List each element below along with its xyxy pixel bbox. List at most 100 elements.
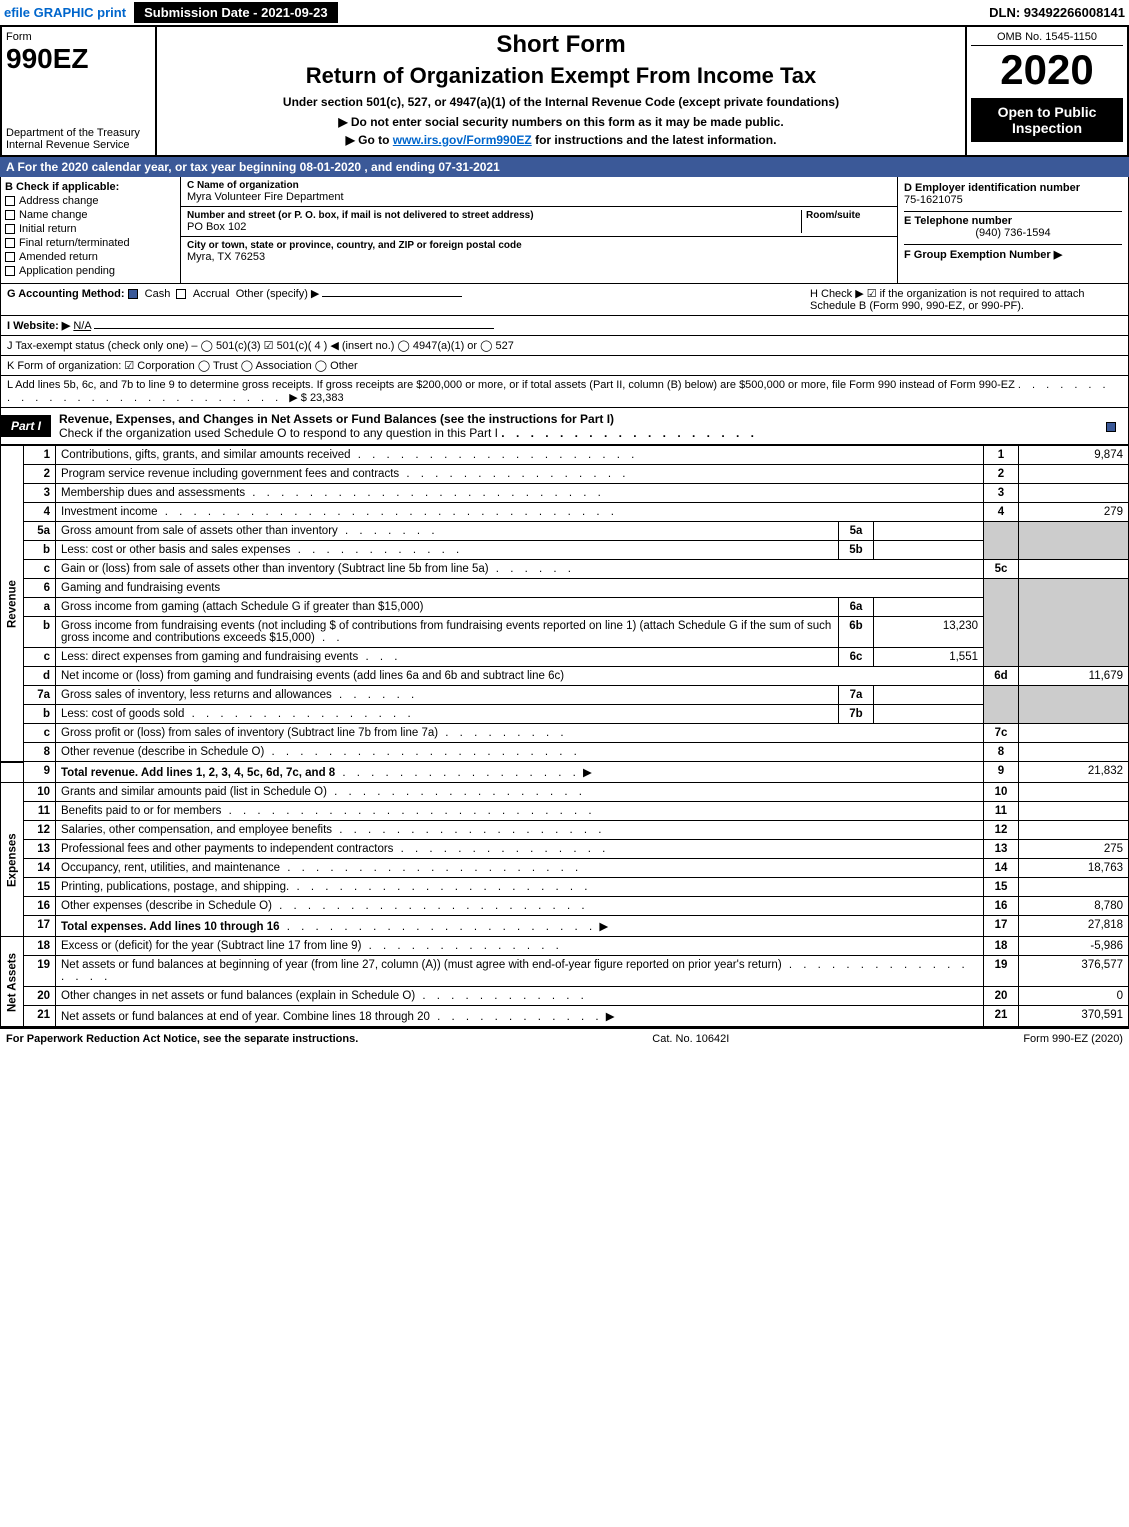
paperwork-notice: For Paperwork Reduction Act Notice, see … (6, 1033, 358, 1045)
line-l-text: L Add lines 5b, 6c, and 7b to line 9 to … (7, 379, 1015, 391)
ln11-num: 11 (24, 802, 56, 821)
ln6a-mv (874, 598, 984, 617)
checkbox-name-change[interactable] (5, 210, 15, 220)
checkbox-amended-return[interactable] (5, 252, 15, 262)
ln1-rn: 1 (984, 446, 1019, 465)
checkbox-accrual[interactable] (176, 289, 186, 299)
submission-date-box: Submission Date - 2021-09-23 (134, 2, 338, 23)
line-l: L Add lines 5b, 6c, and 7b to line 9 to … (0, 376, 1129, 408)
ln17-rv: 27,818 (1019, 916, 1129, 937)
line-h-text: H Check ▶ ☑ if the organization is not r… (802, 287, 1122, 312)
checkbox-schedule-o-part1[interactable] (1106, 422, 1116, 432)
dln-label: DLN: 93492266008141 (989, 5, 1125, 20)
ln12-rv (1019, 821, 1129, 840)
group-exemption-label: F Group Exemption Number ▶ (904, 248, 1122, 261)
ln6-desc: Gaming and fundraising events (56, 579, 984, 598)
ln7a-mv (874, 686, 984, 705)
ln14-num: 14 (24, 859, 56, 878)
ln17-num: 17 (24, 916, 56, 937)
part1-title: Revenue, Expenses, and Changes in Net As… (59, 412, 614, 426)
ln19-rv: 376,577 (1019, 956, 1129, 987)
col-c-org-info: C Name of organization Myra Volunteer Fi… (181, 177, 898, 283)
label-initial-return: Initial return (19, 223, 76, 235)
ln6b-mn: 6b (839, 617, 874, 648)
ln1-desc: Contributions, gifts, grants, and simila… (61, 449, 351, 461)
ln6d-rn: 6d (984, 667, 1019, 686)
ln6a-mn: 6a (839, 598, 874, 617)
ln6-num: 6 (24, 579, 56, 598)
ln1-rv: 9,874 (1019, 446, 1129, 465)
checkbox-address-change[interactable] (5, 196, 15, 206)
ln18-rn: 18 (984, 937, 1019, 956)
checkbox-application-pending[interactable] (5, 266, 15, 276)
ln20-num: 20 (24, 987, 56, 1006)
form-of-org: K Form of organization: ☑ Corporation ◯ … (7, 359, 1122, 372)
ln20-rv: 0 (1019, 987, 1129, 1006)
street-label: Number and street (or P. O. box, if mail… (187, 210, 801, 221)
phone-value: (940) 736-1594 (904, 227, 1122, 239)
phone-label: E Telephone number (904, 215, 1122, 227)
goto-instruction: ▶ Go to www.irs.gov/Form990EZ for instru… (165, 133, 957, 147)
checkbox-final-return[interactable] (5, 238, 15, 248)
col-b-checkboxes: B Check if applicable: Address change Na… (1, 177, 181, 283)
ln5a-desc: Gross amount from sale of assets other t… (61, 525, 338, 537)
irs-link[interactable]: www.irs.gov/Form990EZ (393, 133, 532, 147)
checkbox-initial-return[interactable] (5, 224, 15, 234)
ln12-rn: 12 (984, 821, 1019, 840)
part1-label: Part I (1, 415, 51, 437)
section-a-bar: A For the 2020 calendar year, or tax yea… (0, 157, 1129, 177)
website-value: N/A (73, 320, 91, 332)
ln16-desc: Other expenses (describe in Schedule O) (61, 900, 272, 912)
ln8-rn: 8 (984, 743, 1019, 762)
ln16-rv: 8,780 (1019, 897, 1129, 916)
form-header: Form 990EZ Department of the Treasury In… (0, 25, 1129, 157)
ln12-num: 12 (24, 821, 56, 840)
city-value: Myra, TX 76253 (187, 251, 891, 263)
part1-check-text: Check if the organization used Schedule … (59, 426, 498, 440)
ln13-rv: 275 (1019, 840, 1129, 859)
label-address-change: Address change (19, 195, 99, 207)
ln17-desc: Total expenses. Add lines 10 through 16 (61, 921, 280, 933)
ln4-desc: Investment income (61, 506, 158, 518)
ln6a-desc: Gross income from gaming (attach Schedul… (56, 598, 839, 617)
efile-print-link[interactable]: efile GRAPHIC print (4, 5, 126, 20)
ssn-warning: ▶ Do not enter social security numbers o… (165, 115, 957, 129)
ln21-desc: Net assets or fund balances at end of ye… (61, 1011, 430, 1023)
ln7b-desc: Less: cost of goods sold (61, 708, 184, 720)
ln14-rn: 14 (984, 859, 1019, 878)
ln5b-num: b (24, 541, 56, 560)
tax-exempt-status: J Tax-exempt status (check only one) – ◯… (7, 339, 1122, 352)
ln16-rn: 16 (984, 897, 1019, 916)
ln15-num: 15 (24, 878, 56, 897)
ln5c-rn: 5c (984, 560, 1019, 579)
ln2-desc: Program service revenue including govern… (61, 468, 399, 480)
ln19-rn: 19 (984, 956, 1019, 987)
ln5a-mv (874, 522, 984, 541)
ln5a-mn: 5a (839, 522, 874, 541)
irs-label: Internal Revenue Service (6, 139, 151, 151)
part1-header: Part I Revenue, Expenses, and Changes in… (0, 408, 1129, 445)
ln7a-desc: Gross sales of inventory, less returns a… (61, 689, 332, 701)
ln9-desc: Total revenue. Add lines 1, 2, 3, 4, 5c,… (61, 767, 335, 779)
checkbox-cash[interactable] (128, 289, 138, 299)
label-name-change: Name change (19, 209, 88, 221)
ln4-num: 4 (24, 503, 56, 522)
netassets-side-label: Net Assets (1, 937, 24, 1027)
org-name: Myra Volunteer Fire Department (187, 191, 891, 203)
ln15-rn: 15 (984, 878, 1019, 897)
ln6d-rv: 11,679 (1019, 667, 1129, 686)
ln7b-mv (874, 705, 984, 724)
ln5c-num: c (24, 560, 56, 579)
ln7c-rn: 7c (984, 724, 1019, 743)
ln13-rn: 13 (984, 840, 1019, 859)
ln2-num: 2 (24, 465, 56, 484)
ln9-num: 9 (24, 762, 56, 783)
ln6c-num: c (24, 648, 56, 667)
form-word: Form (6, 31, 151, 43)
page-footer: For Paperwork Reduction Act Notice, see … (0, 1027, 1129, 1049)
ln18-num: 18 (24, 937, 56, 956)
ln9-rn: 9 (984, 762, 1019, 783)
ln19-desc: Net assets or fund balances at beginning… (61, 959, 782, 971)
ln12-desc: Salaries, other compensation, and employ… (61, 824, 332, 836)
dept-treasury: Department of the Treasury (6, 127, 151, 139)
